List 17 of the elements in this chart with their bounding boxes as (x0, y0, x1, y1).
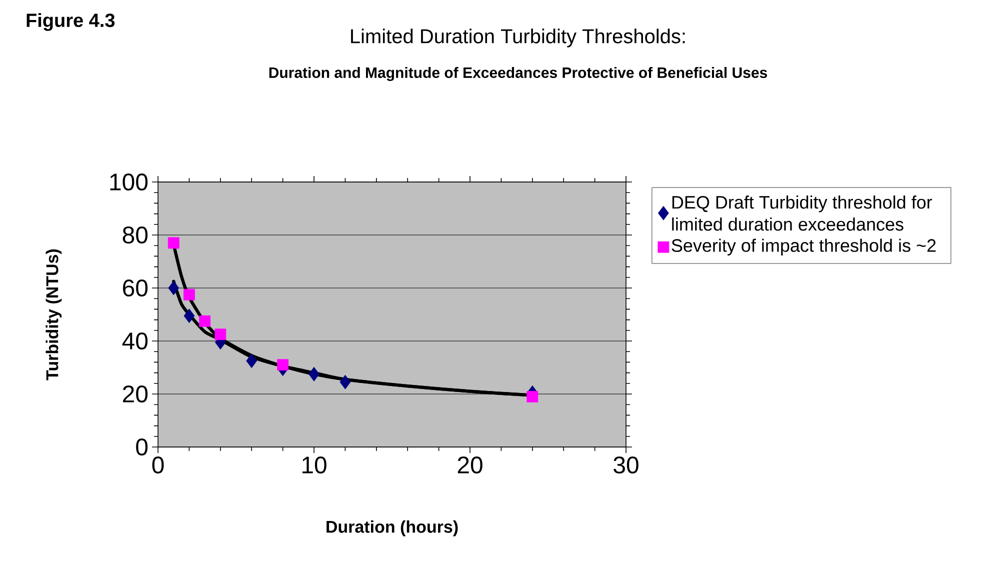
y-tick-label: 40 (122, 332, 148, 350)
y-axis-title: Turbidity (NTUs) (46, 249, 62, 380)
x-tick-label: 30 (614, 456, 638, 474)
x-tick-label: 20 (458, 456, 482, 474)
y-tick-label: 60 (123, 279, 148, 296)
chart-subtitle: Duration and Magnitude of Exceedances Protective of Beneficial Uses (269, 66, 768, 82)
y-tick-label: 20 (122, 385, 148, 402)
legend-label: Severity of impact threshold is ~2 (672, 238, 936, 256)
legend-label: DEQ Draft Turbidity threshold for limited duration exceedances (672, 195, 932, 231)
x-axis-title: Duration (hours) (326, 520, 458, 536)
x-tick-label: 0 (152, 456, 164, 474)
x-tick-label: 10 (302, 456, 326, 474)
y-tick-label: 0 (136, 438, 148, 456)
caption: Figure 4.3 (26, 13, 115, 31)
y-tick-label: 80 (122, 226, 148, 244)
y-tick-label: 100 (110, 173, 148, 190)
chart-title: Limited Duration Turbidity Thresholds: (351, 28, 685, 48)
